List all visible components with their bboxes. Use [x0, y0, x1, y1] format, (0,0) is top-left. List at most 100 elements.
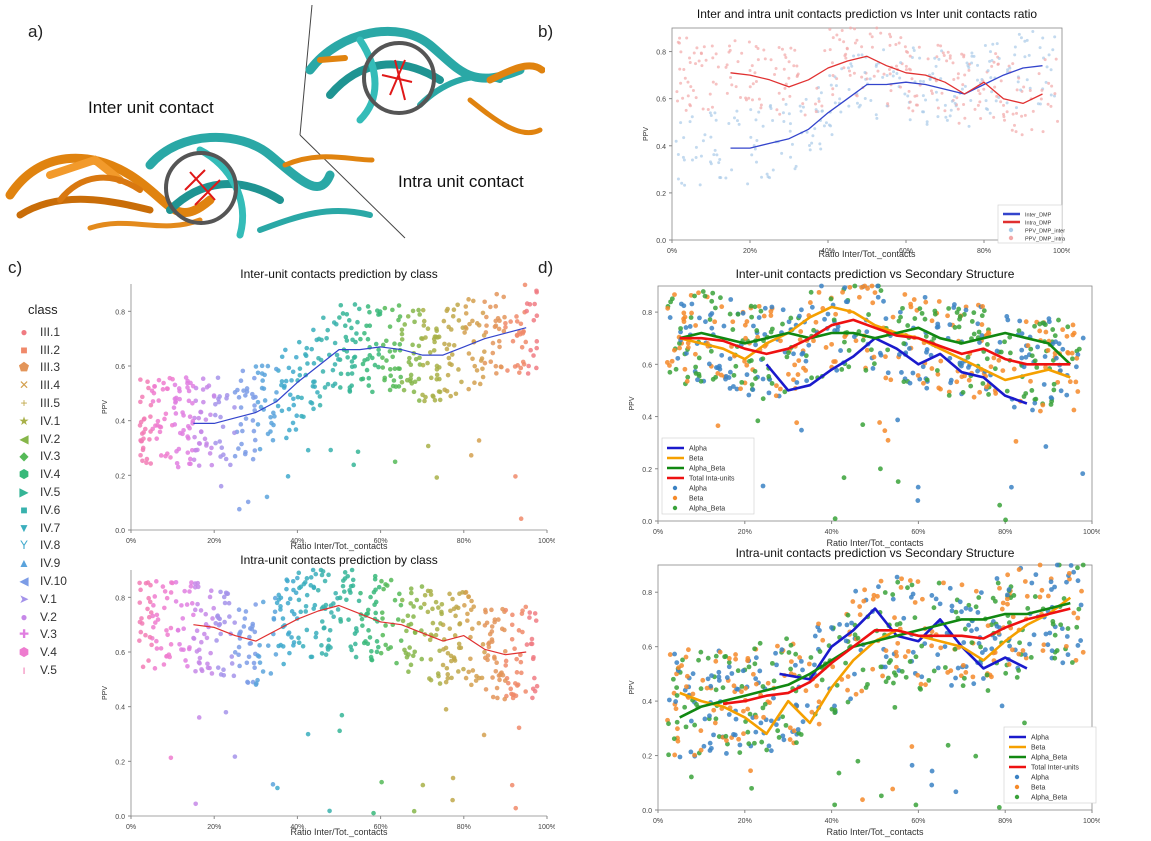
scatter-point: [756, 58, 760, 62]
scatter-point: [1019, 331, 1025, 337]
class-legend-marker: ▼: [18, 520, 30, 535]
scatter-point: [276, 597, 282, 602]
scatter-point: [989, 76, 993, 80]
scatter-point: [340, 583, 346, 589]
scatter-point: [1054, 562, 1060, 568]
scatter-point: [439, 611, 444, 617]
scatter-point: [807, 143, 811, 147]
scatter-point: [942, 54, 946, 58]
scatter-point: [994, 99, 998, 103]
scatter-point: [1079, 588, 1084, 594]
scatter-point: [700, 677, 706, 683]
scatter-point: [376, 364, 381, 370]
y-tick-label: 0.8: [642, 310, 652, 317]
scatter-point: [392, 341, 397, 347]
scatter-point: [195, 580, 201, 586]
scatter-point: [165, 632, 170, 638]
scatter-point: [466, 386, 471, 392]
scatter-point: [374, 639, 380, 644]
scatter-point: [976, 329, 982, 335]
scatter-point: [534, 683, 540, 689]
scatter-point: [518, 365, 524, 371]
scatter-point: [896, 352, 902, 357]
scatter-point: [706, 361, 712, 367]
scatter-point: [240, 428, 245, 434]
scatter-point: [741, 731, 746, 737]
scatter-point: [924, 385, 930, 391]
scatter-point: [1020, 114, 1024, 118]
scatter-point: [721, 323, 727, 329]
class-legend-label: IV.3: [40, 449, 61, 464]
scatter-point: [970, 674, 976, 680]
x-tick-label: 100%: [538, 824, 555, 831]
scatter-point: [1030, 128, 1034, 132]
scatter-point: [940, 49, 944, 53]
scatter-point: [453, 613, 458, 619]
x-tick-label: 80%: [998, 529, 1012, 536]
scatter-point: [829, 625, 834, 630]
scatter-point: [865, 681, 870, 687]
scatter-point: [957, 599, 963, 605]
scatter-point: [798, 329, 804, 334]
scatter-point: [774, 67, 778, 71]
scatter-point: [1037, 594, 1043, 600]
scatter-point: [399, 331, 405, 337]
scatter-point: [319, 572, 325, 578]
scatter-point: [437, 648, 442, 654]
scatter-point: [229, 654, 235, 659]
scatter-point: [929, 366, 935, 371]
scatter-point: [868, 32, 872, 36]
scatter-point: [463, 304, 469, 309]
chart-title: Inter-unit contacts prediction vs Second…: [736, 267, 1015, 281]
scatter-point: [311, 361, 317, 366]
class-legend-label: V.4: [40, 645, 57, 660]
scatter-point: [1045, 642, 1051, 648]
scatter-point: [930, 91, 934, 95]
scatter-point: [936, 115, 940, 119]
scatter-point: [728, 44, 732, 48]
scatter-point: [699, 52, 703, 56]
scatter-point: [968, 383, 974, 389]
scatter-point: [881, 298, 886, 304]
y-tick-label: 0.2: [115, 473, 125, 480]
scatter-point: [221, 594, 227, 600]
scatter-point: [436, 334, 442, 340]
scatter-point: [761, 714, 766, 720]
scatter-point: [321, 625, 327, 630]
scatter-point: [752, 304, 758, 310]
scatter-point: [349, 359, 355, 364]
scatter-point: [893, 649, 899, 655]
scatter-point: [482, 360, 488, 366]
scatter-point: [336, 357, 341, 362]
scatter-point: [140, 445, 146, 451]
scatter-point: [946, 393, 952, 398]
scatter-point: [733, 716, 739, 722]
legend-label: Alpha_Beta: [689, 506, 725, 513]
scatter-point: [451, 655, 457, 660]
scatter-point: [700, 64, 704, 68]
scatter-point: [762, 305, 768, 311]
scatter-point: [907, 380, 913, 386]
scatter-point: [897, 41, 901, 45]
scatter-point: [387, 324, 393, 329]
legend-point-marker: [672, 485, 678, 491]
scatter-point: [995, 94, 999, 98]
scatter-point: [783, 722, 789, 728]
scatter-point: [961, 640, 967, 645]
scatter-point: [692, 752, 697, 758]
scatter-point: [1071, 569, 1077, 575]
scatter-point: [707, 713, 712, 719]
scatter-point: [814, 683, 820, 689]
scatter-point: [920, 364, 926, 370]
scatter-point: [532, 611, 538, 616]
scatter-point: [713, 111, 717, 115]
scatter-point: [783, 53, 787, 57]
scatter-point: [379, 779, 384, 785]
scatter-point: [855, 94, 859, 98]
class-legend-label: III.5: [40, 396, 61, 411]
scatter-point: [207, 665, 212, 671]
scatter-point: [956, 324, 962, 330]
scatter-point: [492, 324, 498, 330]
scatter-point: [1027, 53, 1031, 57]
scatter-point: [419, 656, 425, 662]
